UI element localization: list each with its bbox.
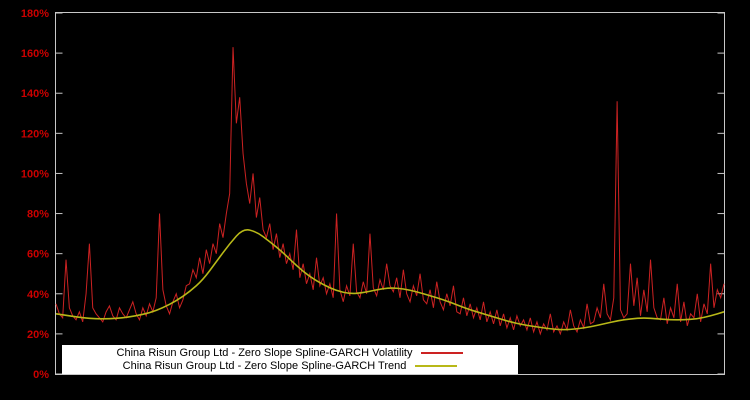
y-axis-tick-label: 80% [27,209,49,221]
plot-border [55,12,725,375]
y-axis-tick-label: 180% [21,8,49,20]
legend-entry-volatility: China Risun Group Ltd - Zero Slope Splin… [62,346,518,359]
y-axis-ticks: 0% 20% 40% 60% 80% 100% 120% 140% 160% 180% [21,8,725,381]
series-lines [55,47,725,336]
y-axis-tick-label: 120% [21,128,49,140]
y-axis-tick-label: 100% [21,168,49,180]
y-axis-tick-label: 0% [33,369,49,381]
legend-label-trend: China Risun Group Ltd - Zero Slope Splin… [122,359,407,372]
y-axis-tick-label: 20% [27,329,49,341]
y-axis-tick-label: 140% [21,88,49,100]
legend-line-sample-trend [415,364,458,367]
y-axis-tick-label: 160% [21,48,49,60]
legend-entry-trend: China Risun Group Ltd - Zero Slope Splin… [62,359,518,372]
trend-series-line [55,229,725,331]
volatility-series-line [55,47,725,336]
y-axis-tick-label: 40% [27,289,49,301]
legend: China Risun Group Ltd - Zero Slope Splin… [62,345,518,374]
legend-line-sample-volatility [421,351,464,354]
legend-label-volatility: China Risun Group Ltd - Zero Slope Splin… [116,346,413,359]
y-axis-tick-label: 60% [27,249,49,261]
